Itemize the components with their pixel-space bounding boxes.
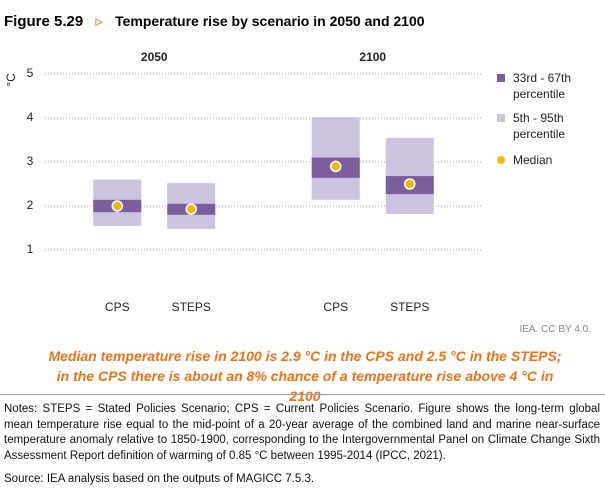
legend-swatch <box>497 114 505 122</box>
figure-label: Figure 5.29 <box>4 13 84 30</box>
median-dot <box>185 203 197 215</box>
x-tick-label: CPS <box>323 300 348 314</box>
legend-label: 5th - 95th percentile <box>513 111 566 141</box>
y-tick-label: 5 <box>27 66 34 80</box>
credit: IEA. CC BY 4.0. <box>519 324 591 335</box>
chart: °C 1 2 3 4 5 2050 2100 CPS STEPS CPS STEPS <box>4 50 482 314</box>
legend-swatch <box>497 74 505 82</box>
legend-item: 33rd - 67th percentile <box>497 70 602 102</box>
title-marker: ▹ <box>95 13 103 30</box>
caption: Median temperature rise in 2100 is 2.9 °… <box>48 348 562 404</box>
y-tick-label: 4 <box>27 110 34 124</box>
y-tick-label: 2 <box>27 198 34 212</box>
y-tick-label: 3 <box>27 154 34 168</box>
range-box <box>385 137 434 214</box>
notes: Notes: STEPS = Stated Policies Scenario;… <box>4 403 600 462</box>
median-dot <box>111 200 123 212</box>
x-tick-label: STEPS <box>172 300 211 314</box>
legend-label: Median <box>513 153 553 167</box>
legend-item: 5th - 95th percentile <box>497 110 602 142</box>
group-label: 2100 <box>359 50 386 64</box>
group-label: 2050 <box>141 50 168 64</box>
separator <box>0 394 605 395</box>
title-row: Figure 5.29 ▹ Temperature rise by scenar… <box>4 12 425 30</box>
chart-title: Temperature rise by scenario in 2050 and… <box>115 13 425 29</box>
source: Source: IEA analysis based on the output… <box>4 473 315 485</box>
x-tick-label: STEPS <box>390 300 429 314</box>
legend-swatch <box>497 156 505 164</box>
legend-label: 33rd - 67th percentile <box>513 71 572 101</box>
median-dot <box>330 160 342 173</box>
legend-item: Median <box>497 152 602 168</box>
x-tick-label: CPS <box>105 300 130 314</box>
median-dot <box>404 178 416 190</box>
y-tick-label: 1 <box>27 242 34 256</box>
y-axis-label: °C <box>4 73 18 87</box>
